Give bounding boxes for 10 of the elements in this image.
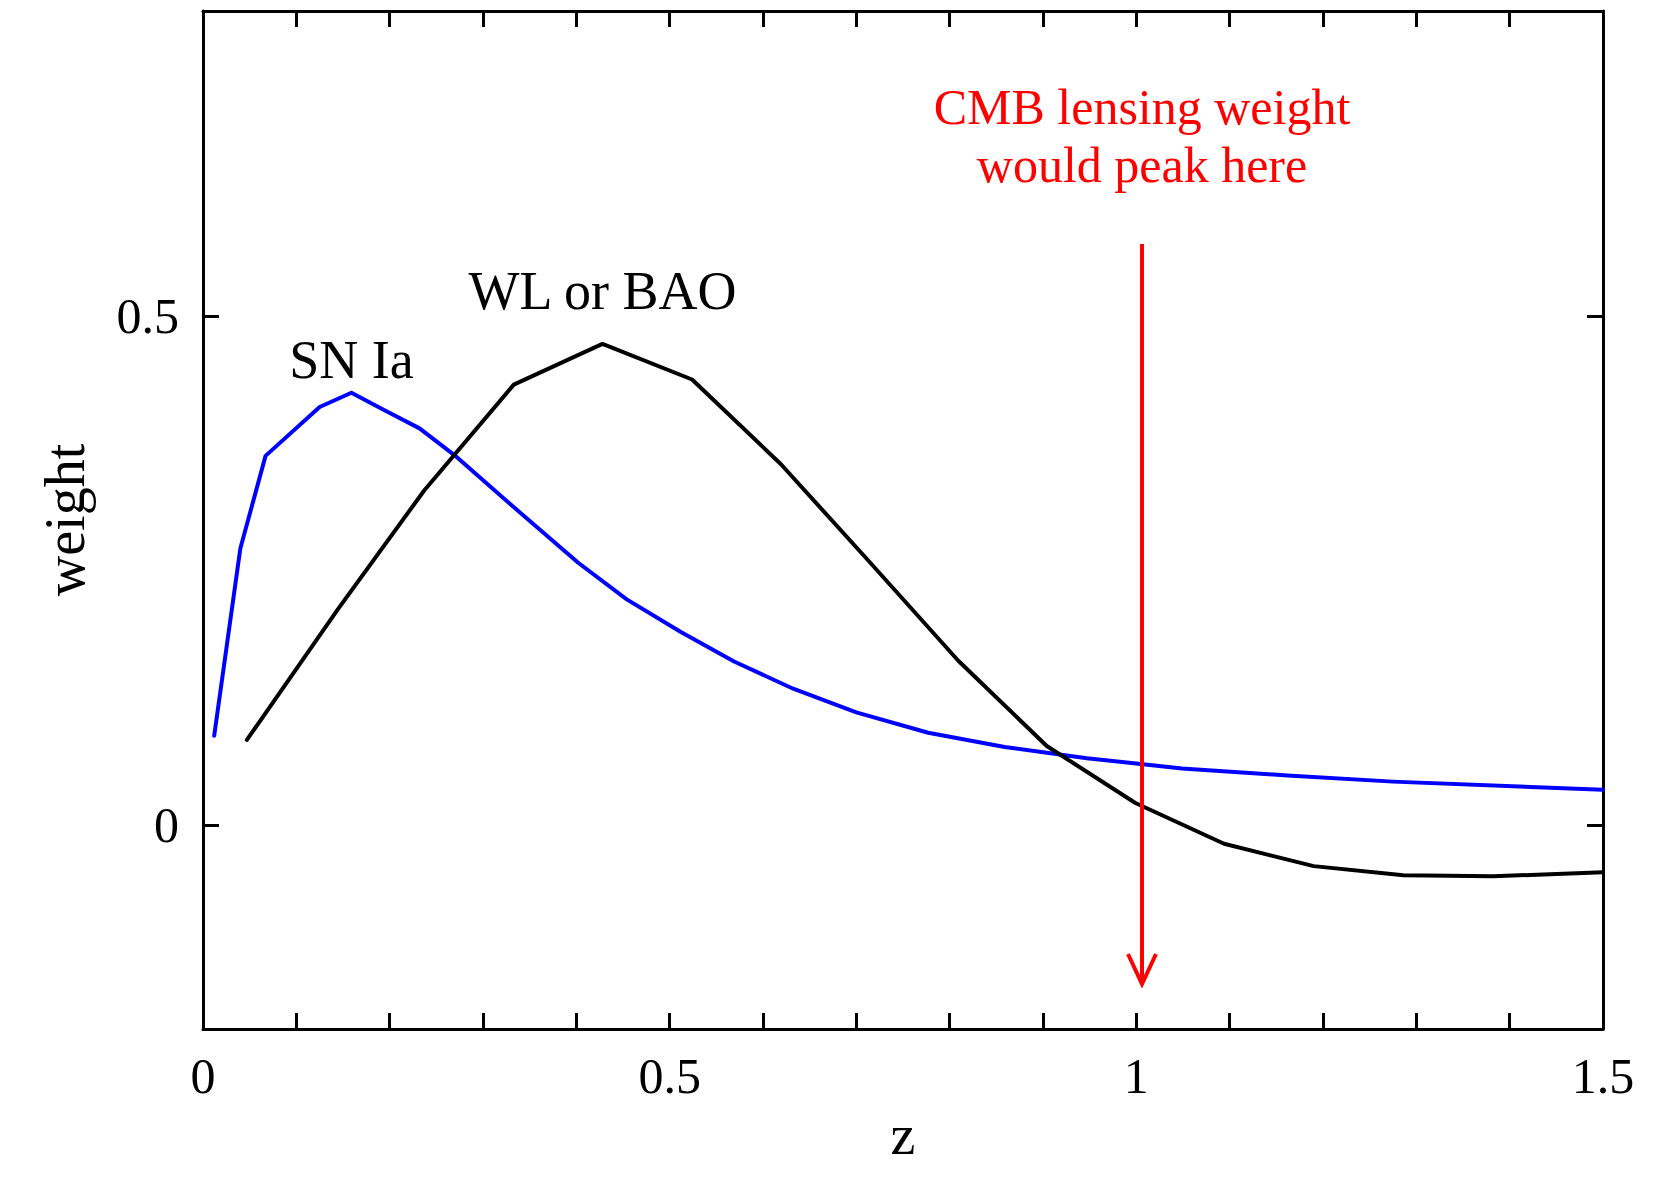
y-axis-title: weight	[34, 443, 96, 597]
x-tick-label: 0	[190, 1048, 216, 1104]
series-label: WL or BAO	[468, 260, 737, 321]
x-axis-title: z	[890, 1104, 916, 1166]
x-tick-label: 1	[1123, 1048, 1149, 1104]
line-series	[212, 390, 1605, 792]
x-tick-label: 0.5	[638, 1048, 701, 1104]
series-label: SN Ia	[289, 329, 414, 390]
annotation: CMB lensing weight would peak here	[933, 79, 1351, 193]
x-tick-label: 1.5	[1571, 1048, 1635, 1104]
